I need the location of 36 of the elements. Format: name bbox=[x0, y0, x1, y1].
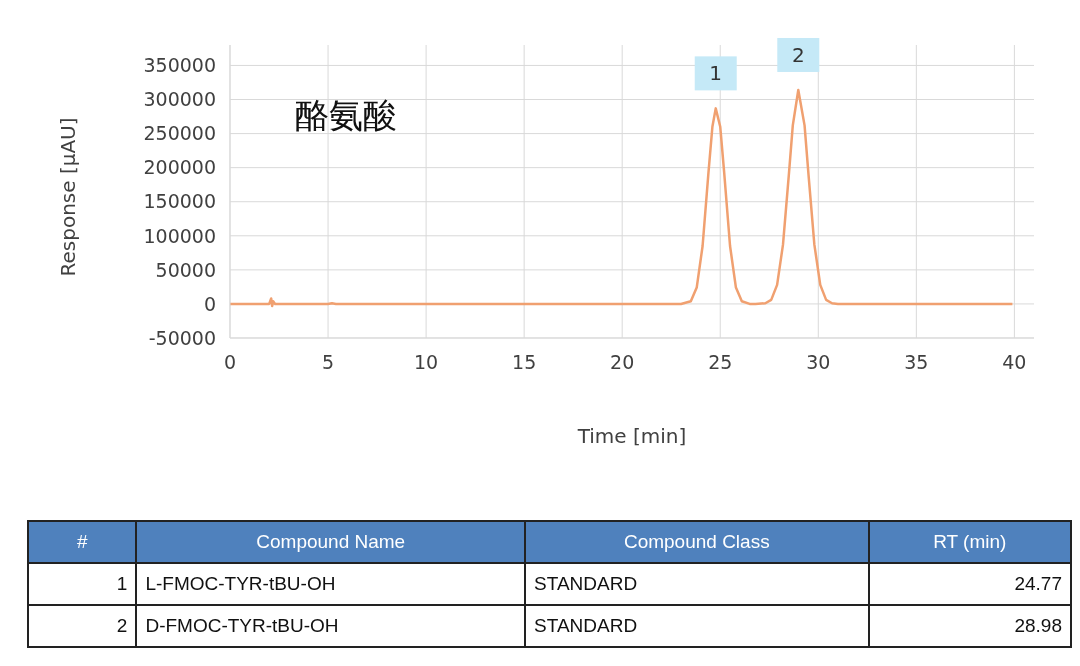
y-tick-label: -50000 bbox=[148, 326, 216, 349]
line-series bbox=[230, 88, 1014, 308]
x-tick-label: 20 bbox=[610, 351, 635, 374]
y-axis-title: Response [µAU] bbox=[56, 117, 81, 277]
x-tick-label: 10 bbox=[414, 351, 439, 374]
text: STANDARD bbox=[525, 605, 869, 647]
x-axis-title: Time [min] bbox=[576, 424, 687, 448]
text: 24.77 bbox=[868, 563, 1071, 605]
x-tick-label: 15 bbox=[512, 351, 537, 374]
y-tick-label: 50000 bbox=[155, 258, 216, 281]
annotation: 1 bbox=[709, 61, 723, 86]
text: RT (min) bbox=[868, 521, 1071, 563]
text: L-FMOC-TYR-tBU-OH bbox=[136, 563, 526, 605]
text: 2 bbox=[28, 605, 137, 647]
y-tick-label: 250000 bbox=[143, 122, 216, 145]
text: # bbox=[28, 521, 137, 563]
text: 酪氨酸 bbox=[295, 94, 397, 137]
text: Compound Name bbox=[136, 521, 526, 563]
x-tick-label: 5 bbox=[322, 351, 335, 374]
x-tick-label: 0 bbox=[223, 351, 237, 374]
y-tick-label: 100000 bbox=[143, 224, 216, 247]
y-tick-label: 150000 bbox=[143, 190, 216, 213]
y-tick-label: 350000 bbox=[143, 54, 216, 77]
text: 1 bbox=[28, 563, 137, 605]
text: D-FMOC-TYR-tBU-OH bbox=[136, 605, 526, 647]
y-tick-label: 300000 bbox=[143, 88, 216, 111]
x-tick-label: 40 bbox=[1002, 351, 1027, 374]
text: 28.98 bbox=[868, 605, 1071, 647]
y-tick-label: 200000 bbox=[143, 156, 216, 179]
annotation: 2 bbox=[791, 42, 805, 67]
text: STANDARD bbox=[525, 563, 869, 605]
text: Compound Class bbox=[525, 521, 869, 563]
y-tick-label: 0 bbox=[203, 292, 216, 315]
x-tick-label: 35 bbox=[904, 351, 929, 374]
x-tick-label: 30 bbox=[806, 351, 831, 374]
x-tick-label: 25 bbox=[708, 351, 733, 374]
